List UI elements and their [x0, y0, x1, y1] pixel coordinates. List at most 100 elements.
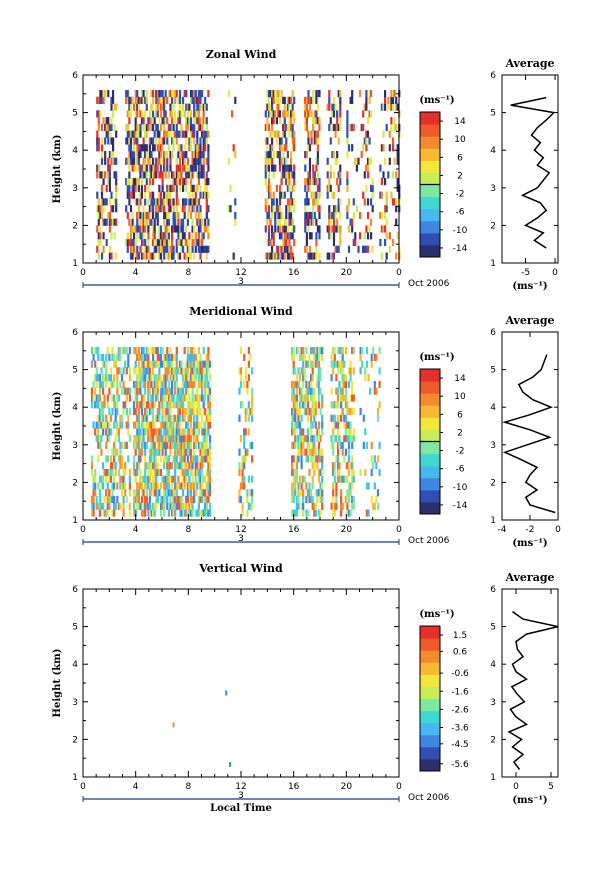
- data-cell: [336, 110, 339, 118]
- data-cell: [357, 245, 360, 253]
- data-cell: [347, 509, 351, 517]
- data-cell: [241, 401, 244, 409]
- data-cell: [366, 171, 370, 179]
- data-cell: [308, 408, 311, 416]
- data-cell: [244, 448, 247, 456]
- data-cell: [189, 482, 193, 490]
- data-cell: [363, 232, 366, 240]
- data-cell: [329, 171, 332, 179]
- data-cell: [266, 198, 269, 206]
- data-cell: [152, 441, 155, 449]
- data-cell: [291, 144, 294, 152]
- data-cell: [191, 191, 194, 199]
- profile-x-tick-label: 0: [552, 268, 558, 278]
- data-cell: [156, 374, 159, 382]
- data-cell: [362, 414, 365, 422]
- data-cell: [367, 374, 370, 382]
- data-cell: [124, 360, 127, 368]
- data-cell: [197, 96, 200, 104]
- data-cell: [188, 238, 191, 247]
- data-cell: [205, 367, 208, 375]
- data-cell: [182, 441, 185, 449]
- data-cell: [137, 123, 140, 132]
- data-cell: [142, 435, 145, 443]
- data-cell: [193, 495, 196, 504]
- data-cell: [363, 137, 366, 145]
- data-cell: [302, 367, 305, 375]
- data-cell: [196, 387, 199, 395]
- data-cell: [185, 374, 188, 382]
- data-cell: [178, 421, 182, 429]
- data-cell: [122, 401, 125, 409]
- data-cell: [311, 401, 314, 409]
- data-cell: [102, 353, 105, 361]
- data-cell: [134, 441, 137, 449]
- data-cell: [186, 489, 189, 497]
- data-cell: [239, 374, 243, 382]
- data-cell: [368, 90, 371, 98]
- data-cell: [188, 448, 191, 456]
- data-cell: [379, 238, 382, 247]
- data-cell: [293, 225, 296, 233]
- data-cell: [332, 110, 336, 118]
- data-cell: [304, 151, 307, 159]
- data-cell: [201, 482, 204, 490]
- data-cell: [137, 495, 140, 504]
- data-cell: [172, 103, 175, 111]
- data-cell: [264, 110, 267, 118]
- colorbar-tick-label: 1.5: [453, 631, 467, 641]
- data-cell: [167, 462, 170, 470]
- data-cell: [283, 232, 286, 240]
- data-cell: [182, 198, 185, 206]
- data-cell: [139, 455, 142, 463]
- data-cell: [169, 347, 172, 355]
- data-cell: [150, 482, 153, 490]
- data-cell: [169, 205, 172, 213]
- data-cell: [161, 96, 164, 104]
- data-cell: [139, 374, 142, 382]
- data-cell: [194, 164, 197, 172]
- data-cell: [110, 137, 113, 145]
- data-cell: [152, 191, 155, 199]
- data-cell: [108, 211, 111, 220]
- data-cell: [370, 184, 373, 192]
- data-cell: [172, 123, 175, 132]
- data-cell: [197, 164, 200, 172]
- data-cell: [139, 218, 142, 226]
- data-cell: [298, 448, 302, 456]
- data-cell: [172, 428, 175, 436]
- data-cell: [140, 252, 144, 260]
- data-cell: [282, 96, 285, 104]
- data-cell: [376, 414, 380, 422]
- data-cell: [182, 184, 185, 192]
- data-cell: [335, 482, 338, 490]
- data-cell: [390, 90, 393, 98]
- data-cell: [161, 198, 164, 206]
- data-cell: [290, 171, 293, 179]
- data-cell: [286, 225, 289, 233]
- data-cell: [199, 408, 202, 416]
- data-cell: [144, 475, 147, 483]
- data-cell: [332, 218, 336, 226]
- data-cell: [316, 103, 319, 111]
- data-cell: [186, 441, 189, 449]
- data-cell: [174, 218, 177, 226]
- data-cell: [234, 218, 237, 226]
- data-cell: [310, 360, 313, 368]
- data-cell: [313, 171, 316, 179]
- data-cell: [167, 198, 170, 206]
- data-cell: [332, 482, 335, 490]
- data-cell: [291, 218, 294, 226]
- data-cell: [163, 117, 166, 125]
- data-cell: [148, 164, 151, 172]
- x-tick-label: 0: [80, 525, 86, 535]
- data-cell: [205, 103, 208, 111]
- x-tick-label: 12: [235, 782, 246, 792]
- data-cell: [100, 408, 103, 416]
- data-cell: [305, 117, 308, 125]
- data-cell: [199, 184, 202, 192]
- data-cell: [267, 225, 271, 233]
- data-cell: [343, 421, 346, 429]
- data-cell: [191, 151, 194, 159]
- data-cell: [197, 428, 200, 436]
